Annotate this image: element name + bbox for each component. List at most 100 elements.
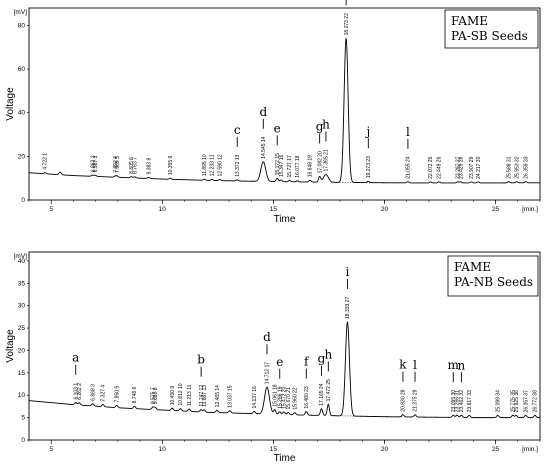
peak-label: 21.055 24 bbox=[406, 156, 412, 178]
peak-label: 22.449 26 bbox=[437, 156, 443, 178]
peak-label: 10.355 9 bbox=[168, 156, 174, 176]
peak-label: 6.868 3 bbox=[90, 384, 96, 401]
peak-label: 15.727 17 bbox=[287, 155, 293, 177]
x-tick-label: 25 bbox=[492, 206, 500, 213]
peak-label: 26.357 37 bbox=[523, 390, 529, 412]
peak-label: 15.286 19 bbox=[277, 386, 283, 408]
y-tick-label: 40 bbox=[18, 258, 26, 265]
peak-label: 9.575 7 bbox=[151, 387, 157, 404]
peak-label: 7.327 4 bbox=[101, 385, 107, 402]
plot-frame bbox=[28, 251, 541, 441]
peak-label: 15.472 20 bbox=[282, 386, 288, 408]
peak-label: 11.895 10 bbox=[202, 154, 208, 176]
peak-label: 15.670 21 bbox=[286, 387, 292, 409]
x-unit-label: [min.] bbox=[522, 206, 538, 213]
y-tick-label: 60 bbox=[18, 66, 26, 73]
integration-baseline bbox=[331, 415, 403, 418]
y-tick-label: 20 bbox=[18, 153, 26, 160]
peak-label: 9.680 8 bbox=[153, 387, 159, 404]
y-tick-label: 0 bbox=[21, 437, 25, 444]
peak-label: 12.465 14 bbox=[215, 385, 221, 407]
y-tick-label: 35 bbox=[18, 280, 26, 287]
peak-label: 17.365 21 bbox=[324, 149, 330, 171]
y-tick-label: 15 bbox=[18, 370, 26, 377]
chromatogram-panel-pa-sb: 0 20 40 60 80 5 10 15 20 25 [mV] [min.] Time Voltage 4… bbox=[5, 0, 541, 225]
chromatogram-trace bbox=[28, 321, 540, 419]
peak-label: 14.712 17 bbox=[265, 362, 271, 384]
peak-label: 9.383 8 bbox=[146, 158, 152, 175]
peak-letter: l bbox=[413, 358, 417, 372]
peak-label: 18.273 22 bbox=[344, 13, 350, 35]
legend-text: FAME bbox=[451, 14, 488, 28]
peak-label: 11.213 11 bbox=[187, 384, 193, 406]
plot-frame bbox=[28, 7, 541, 201]
peak-label: 21.375 29 bbox=[413, 389, 419, 411]
peak-label: 16.648 19 bbox=[308, 155, 314, 177]
legend-text: PA-NB Seeds bbox=[454, 275, 533, 289]
chromatogram-trace bbox=[28, 37, 540, 184]
x-tick-label: 15 bbox=[270, 446, 278, 453]
peak-label: 10.812 10 bbox=[178, 383, 184, 405]
peak-label: 11.747 12 bbox=[199, 385, 205, 407]
legend-box bbox=[444, 9, 539, 49]
peak-letter: j bbox=[364, 124, 370, 138]
peak-label: 17.082 20 bbox=[317, 151, 323, 173]
peak-label: 18.333 27 bbox=[345, 297, 351, 319]
peak-label: 23.817 33 bbox=[467, 390, 473, 412]
peak-label: 25.099 34 bbox=[495, 390, 501, 412]
peak-letter: l bbox=[406, 125, 410, 139]
x-axis-title: Time bbox=[274, 214, 296, 225]
chromatogram-panel-pa-nb: 0 5 10 15 20 25 30 35 40 5 10 15 20 25 [mV] [min.] Time V… bbox=[5, 251, 541, 464]
x-tick-label: 20 bbox=[381, 206, 389, 213]
peak-label: 23.095 30 bbox=[451, 390, 457, 412]
peak-label: 6.262 2 bbox=[77, 383, 83, 400]
peak-label: 4.722 1 bbox=[43, 153, 49, 170]
legend-box bbox=[447, 255, 539, 297]
x-tick-label: 25 bbox=[492, 446, 500, 453]
y-tick-label: 5 bbox=[21, 415, 25, 422]
peak-label: 23.266 31 bbox=[455, 390, 461, 412]
peak-label: 17.165 24 bbox=[319, 383, 325, 405]
peak-letter: k bbox=[399, 358, 407, 372]
peak-label: 26.359 33 bbox=[523, 156, 529, 178]
peak-label: 15.172 15 bbox=[275, 153, 281, 175]
peak-label: 6.103 1 bbox=[73, 383, 79, 400]
y-axis-title: Voltage bbox=[5, 329, 16, 363]
peak-label: 19.273 23 bbox=[366, 156, 372, 178]
peak-letter: h bbox=[324, 347, 332, 361]
x-tick-label: 20 bbox=[381, 446, 389, 453]
peak-letter: i bbox=[346, 265, 350, 279]
peak-label: 13.372 13 bbox=[235, 154, 241, 176]
peak-label: 23.297 27 bbox=[455, 156, 461, 178]
legend-text: FAME bbox=[454, 260, 491, 274]
peak-label: 13.037 15 bbox=[227, 385, 233, 407]
y-tick-label: 10 bbox=[18, 392, 26, 399]
peak-letter: f bbox=[304, 355, 310, 369]
peak-label: 15.960 22 bbox=[292, 387, 298, 409]
peak-label: 20.830 28 bbox=[401, 389, 407, 411]
peak-letter: c bbox=[234, 123, 241, 137]
peak-letter: d bbox=[263, 330, 271, 344]
legend-text: PA-SB Seeds bbox=[451, 29, 528, 43]
peak-label: 25.775 35 bbox=[510, 390, 516, 412]
peak-letter: e bbox=[276, 355, 283, 369]
x-axis-title: Time bbox=[274, 453, 296, 464]
y-tick-label: 0 bbox=[21, 197, 25, 204]
peak-label: 7.969 5 bbox=[115, 156, 121, 173]
peak-label: 16.480 23 bbox=[304, 386, 310, 408]
peak-letter: m bbox=[448, 358, 460, 372]
peak-label: 11.887 13 bbox=[202, 385, 208, 407]
peak-label: 12.590 12 bbox=[218, 154, 224, 176]
y-axis-title: Voltage bbox=[5, 87, 16, 121]
peak-letter: b bbox=[197, 353, 205, 367]
y-tick-label: 30 bbox=[18, 303, 26, 310]
peak-label: 23.907 29 bbox=[469, 156, 475, 178]
peak-label: 8.605 6 bbox=[129, 157, 135, 174]
peak-letter: e bbox=[274, 121, 281, 135]
peak-label: 22.072 25 bbox=[428, 156, 434, 178]
peak-label: 10.450 9 bbox=[170, 386, 176, 406]
peak-label: 25.588 31 bbox=[506, 156, 512, 178]
peak-label: 25.925 36 bbox=[514, 390, 520, 412]
y-tick-label: 80 bbox=[18, 22, 26, 29]
